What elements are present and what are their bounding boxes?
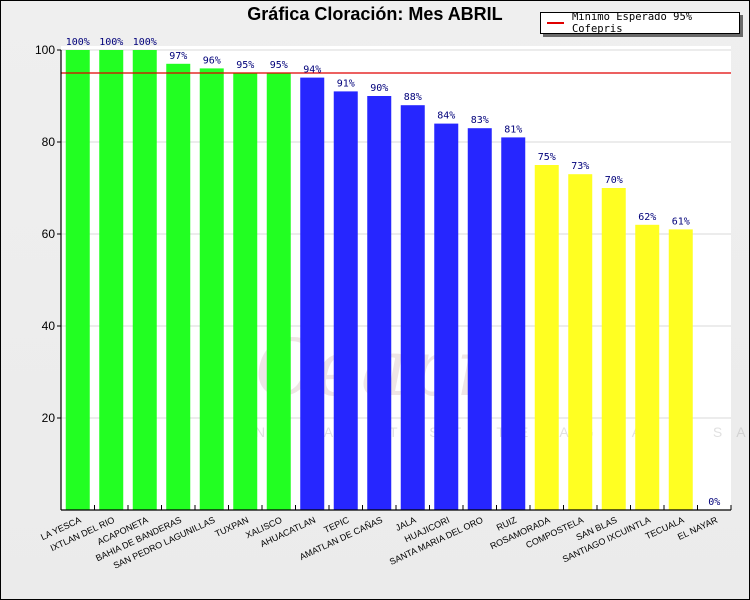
bar xyxy=(233,73,258,510)
value-label: 83% xyxy=(471,115,489,126)
value-label: 81% xyxy=(504,124,522,135)
value-label: 84% xyxy=(437,111,455,122)
bars xyxy=(65,50,693,511)
bar xyxy=(65,50,90,510)
bar xyxy=(300,77,325,510)
value-label: 91% xyxy=(337,78,355,89)
bar xyxy=(501,137,526,510)
bar xyxy=(199,68,224,511)
value-labels: 100% 100% 100% 97% 96% 95% 95% 94% 91% 90% 88% 84% 8… xyxy=(66,37,721,508)
legend-line-swatch xyxy=(547,22,564,24)
value-label: 75% xyxy=(538,152,556,163)
bar xyxy=(601,188,626,510)
bar xyxy=(266,73,291,510)
value-label: 90% xyxy=(370,83,388,94)
value-label: 94% xyxy=(303,65,321,76)
bar xyxy=(333,91,358,511)
chart-title: Gráfica Cloración: Mes ABRIL xyxy=(247,4,503,24)
bar xyxy=(467,128,492,510)
value-label: 95% xyxy=(236,60,254,71)
value-label: 100% xyxy=(66,37,90,48)
bar xyxy=(635,224,660,511)
bar xyxy=(166,63,191,511)
value-label: 0% xyxy=(708,497,720,508)
y-tick-label: 60 xyxy=(42,227,56,241)
bar xyxy=(568,174,593,510)
y-tick-label: 80 xyxy=(42,135,56,149)
value-label: 96% xyxy=(203,55,221,66)
value-label: 100% xyxy=(99,37,123,48)
value-label: 62% xyxy=(638,212,656,223)
bar xyxy=(99,50,124,510)
bar xyxy=(434,123,459,510)
y-tick-label: 100 xyxy=(35,43,55,57)
bar xyxy=(534,165,559,510)
value-label: 95% xyxy=(270,60,288,71)
x-tick-label: TUXPAN xyxy=(213,515,250,539)
value-label: 88% xyxy=(404,92,422,103)
value-label: 61% xyxy=(672,216,690,227)
bar xyxy=(132,50,157,510)
y-tick-labels: 20 40 60 80 100 xyxy=(35,43,55,425)
legend-label: Minimo Esperado 95% Cofepris xyxy=(571,11,693,35)
value-label: 70% xyxy=(605,175,623,186)
y-tick-label: 40 xyxy=(42,319,56,333)
legend: Minimo Esperado 95% Cofepris xyxy=(540,11,740,35)
value-label: 73% xyxy=(571,161,589,172)
value-label: 97% xyxy=(169,51,187,62)
axes xyxy=(57,49,732,511)
bar xyxy=(367,96,392,510)
plot-area xyxy=(61,46,731,510)
value-label: 100% xyxy=(133,37,157,48)
y-tick-label: 20 xyxy=(42,411,56,425)
bar xyxy=(400,105,425,510)
bar xyxy=(668,229,693,510)
